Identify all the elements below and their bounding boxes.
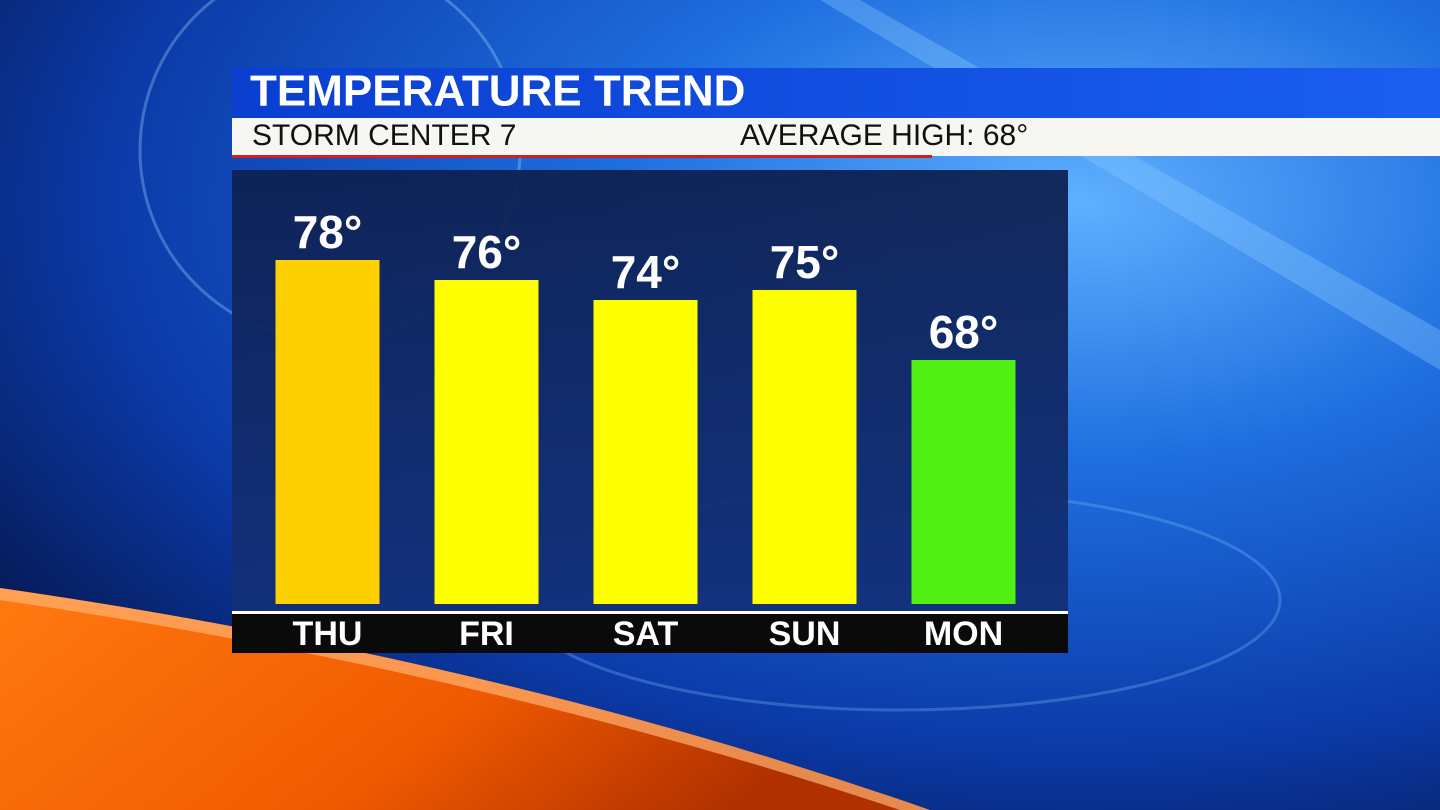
red-rule — [232, 155, 932, 158]
category-label: FRI — [459, 615, 514, 653]
baseline — [232, 611, 1068, 614]
bar — [911, 360, 1016, 604]
value-label: 75° — [770, 236, 840, 288]
bar — [752, 290, 857, 604]
value-label: 68° — [929, 306, 999, 358]
title-bar — [232, 68, 1440, 118]
bar — [593, 300, 698, 604]
bar — [434, 280, 539, 604]
chart-title: TEMPERATURE TREND — [250, 67, 745, 116]
average-high: AVERAGE HIGH: 68° — [740, 119, 1028, 152]
swoosh-highlight — [0, 588, 930, 810]
subtitle-bar — [232, 118, 1440, 156]
category-label: SUN — [769, 615, 841, 653]
category-strip — [232, 614, 1068, 653]
value-label: 74° — [611, 246, 681, 298]
category-label: MON — [924, 615, 1003, 653]
value-label: 78° — [293, 206, 363, 258]
bar — [275, 260, 380, 604]
category-label: THU — [293, 615, 363, 653]
subtitle: STORM CENTER 7 — [252, 119, 516, 152]
value-label: 76° — [452, 226, 522, 278]
bars: 78° THU 76° FRI 74° SAT 75° SUN 68° MON — [275, 206, 1016, 653]
category-label: SAT — [613, 615, 679, 653]
